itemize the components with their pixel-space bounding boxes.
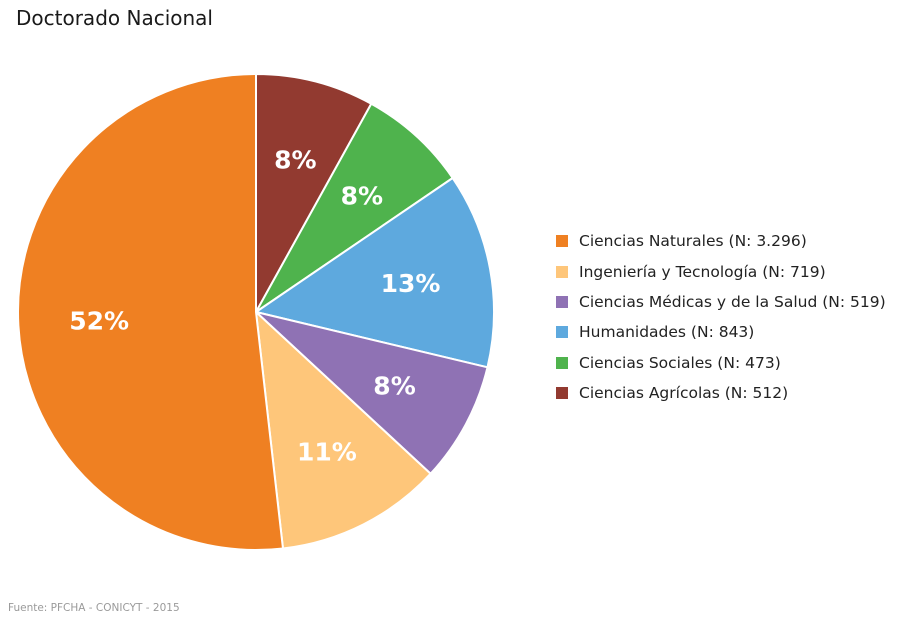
legend: Ciencias Naturales (N: 3.296) Ingeniería … [556, 226, 886, 408]
source-note: Fuente: PFCHA - CONICYT - 2015 [8, 602, 180, 614]
pie-slice-ciencias-agricolas [255, 73, 373, 313]
legend-item-ingenieria-y-tecnologia: Ingeniería y Tecnología (N: 719) [556, 256, 886, 286]
legend-swatch [556, 387, 568, 400]
pie-slice-ciencias-naturales [17, 73, 284, 551]
slice-label-ciencias-naturales: 52% [69, 306, 129, 335]
slice-label-ciencias-agricolas: 8% [274, 145, 316, 174]
slice-label-ciencias-medicas-y-de-la-salud: 8% [373, 372, 415, 401]
pie-slice-ingenieria-y-tecnologia [255, 311, 432, 550]
legend-swatch [556, 235, 568, 248]
legend-item-ciencias-agricolas: Ciencias Agrícolas (N: 512) [556, 378, 886, 408]
slice-label-ingenieria-y-tecnologia: 11% [297, 438, 357, 467]
pie-slice-ciencias-medicas-y-de-la-salud [255, 311, 489, 475]
slice-label-ciencias-sociales: 8% [341, 181, 383, 210]
legend-label: Ciencias Sociales (N: 473) [579, 353, 781, 372]
chart-title: Doctorado Nacional [16, 6, 213, 30]
legend-swatch [556, 326, 568, 339]
legend-item-ciencias-naturales: Ciencias Naturales (N: 3.296) [556, 226, 886, 256]
legend-swatch [556, 295, 568, 308]
legend-swatch [556, 265, 568, 278]
pie-slice-humanidades [255, 177, 495, 369]
pie-slice-ciencias-sociales [255, 102, 454, 313]
legend-swatch [556, 356, 568, 369]
legend-item-ciencias-sociales: Ciencias Sociales (N: 473) [556, 348, 886, 378]
legend-label: Ingeniería y Tecnología (N: 719) [579, 262, 826, 281]
legend-label: Ciencias Agrícolas (N: 512) [579, 384, 789, 403]
legend-label: Ciencias Naturales (N: 3.296) [579, 232, 807, 251]
slice-label-humanidades: 13% [381, 269, 441, 298]
legend-label: Humanidades (N: 843) [579, 323, 755, 342]
legend-item-ciencias-medicas-y-de-la-salud: Ciencias Médicas y de la Salud (N: 519) [556, 287, 886, 317]
legend-label: Ciencias Médicas y de la Salud (N: 519) [579, 292, 886, 311]
legend-item-humanidades: Humanidades (N: 843) [556, 317, 886, 347]
